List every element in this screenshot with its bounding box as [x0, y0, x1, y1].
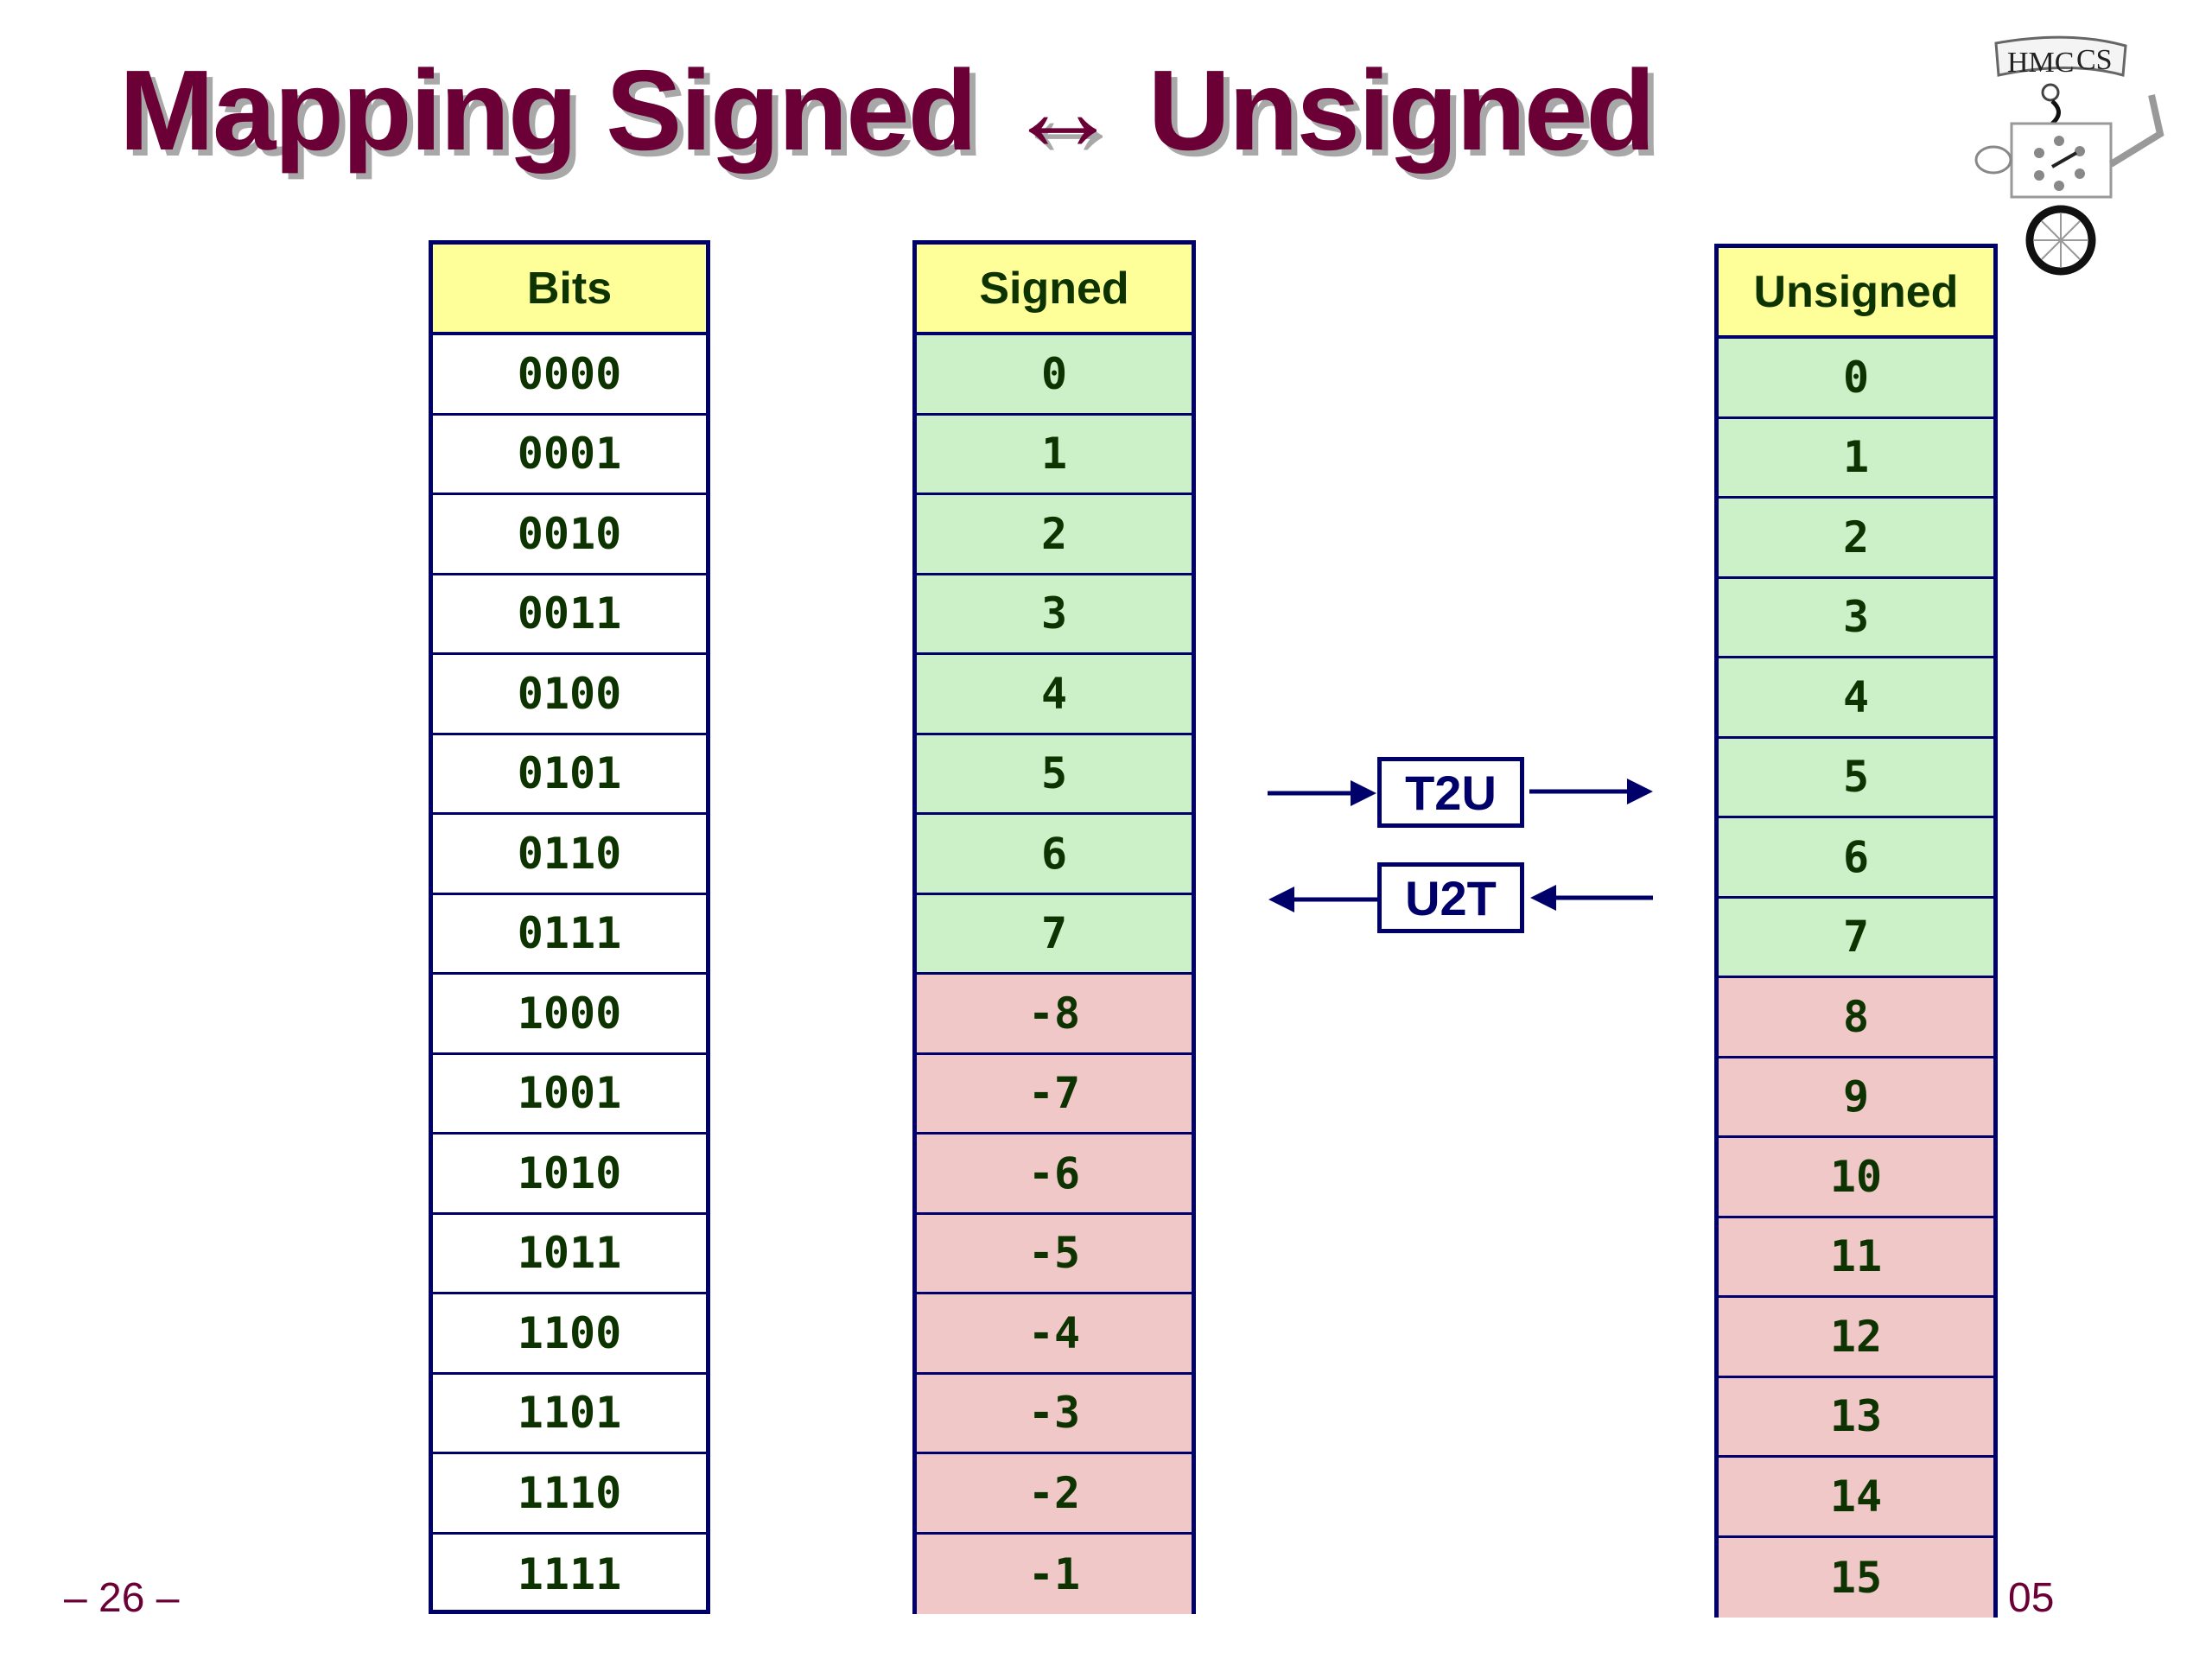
signed-cell: 3: [917, 575, 1192, 655]
signed-cell: -3: [917, 1374, 1192, 1454]
signed-cell: -6: [917, 1135, 1192, 1215]
footer-suffix: 05: [2008, 1575, 2055, 1621]
unsigned-cell: 11: [1719, 1217, 1993, 1298]
unsigned-cell: 14: [1719, 1458, 1993, 1538]
unsigned-cell: 0: [1719, 339, 1993, 419]
bits-cell: 0010: [433, 495, 706, 575]
signed-table: Signed 0 1 2 3 4 5 6 7 -8 -7 -6 -5 -4 -3 -2 -1: [912, 240, 1196, 1614]
unsigned-cell: 8: [1719, 978, 1993, 1058]
signed-cell: -5: [917, 1214, 1192, 1294]
signed-cell: -4: [917, 1294, 1192, 1375]
bits-cell: 0110: [433, 815, 706, 895]
bits-cell: 0111: [433, 895, 706, 975]
bits-cell: 1111: [517, 1548, 622, 1599]
slide-title: Mapping Signed ↔ Unsigned: [119, 47, 1656, 174]
bits-cell: 1110: [433, 1454, 706, 1535]
unsigned-cell: 4: [1719, 658, 1993, 739]
bits-cell: 0011: [433, 575, 706, 655]
page-number: – 26 –: [64, 1575, 180, 1621]
bits-cell: 1000: [433, 975, 706, 1055]
unsigned-cell: 3: [1719, 578, 1993, 658]
signed-cell: -2: [917, 1454, 1192, 1535]
bits-header: Bits: [433, 245, 706, 335]
unsigned-cell: 2: [1719, 499, 1993, 579]
unsigned-cell: 15: [1719, 1537, 1993, 1618]
bits-cell: 1010: [433, 1135, 706, 1215]
unsigned-cell: 1: [1719, 418, 1993, 499]
signed-cell: 1: [917, 415, 1192, 495]
signed-cell: -7: [917, 1054, 1192, 1135]
bits-cell: 0100: [433, 655, 706, 735]
bits-cell: 1001: [433, 1055, 706, 1135]
signed-cell: -1: [917, 1534, 1192, 1614]
signed-cell: 4: [917, 655, 1192, 735]
unsigned-header: Unsigned: [1719, 248, 1993, 339]
bits-cell: 1011: [433, 1215, 706, 1294]
unsigned-cell: 9: [1719, 1058, 1993, 1138]
signed-header: Signed: [917, 245, 1192, 335]
signed-cell: -8: [917, 975, 1192, 1055]
u2t-box: U2T: [1377, 862, 1524, 933]
unsigned-cell: 10: [1719, 1138, 1993, 1218]
bits-cell: 1100: [433, 1294, 706, 1375]
unsigned-cell: 13: [1719, 1377, 1993, 1458]
bits-cell: 0001: [433, 416, 706, 495]
t2u-box: T2U: [1377, 757, 1524, 828]
signed-cell: 6: [917, 815, 1192, 895]
unsigned-cell: 7: [1719, 898, 1993, 978]
unsigned-cell: 12: [1719, 1298, 1993, 1378]
bits-cell: 0000: [433, 335, 706, 416]
unsigned-table: Unsigned 0 1 2 3 4 5 6 7 8 9 10 11 12 13 14 15: [1714, 244, 1998, 1618]
unsigned-cell: 5: [1719, 738, 1993, 818]
signed-cell: 0: [917, 335, 1192, 416]
signed-cell: 5: [917, 734, 1192, 815]
bits-cell: 1101: [433, 1375, 706, 1454]
signed-cell: 7: [917, 894, 1192, 975]
unsigned-cell: 6: [1719, 818, 1993, 899]
signed-cell: 2: [917, 495, 1192, 575]
bits-table: Bits 0000 0001 0010 0011 0100 0101 0110 0111 100…: [429, 240, 710, 1614]
svg-text:CS: CS: [2076, 44, 2113, 76]
bits-cell: 0101: [433, 735, 706, 815]
logo-text: HMC: [2007, 47, 2074, 79]
